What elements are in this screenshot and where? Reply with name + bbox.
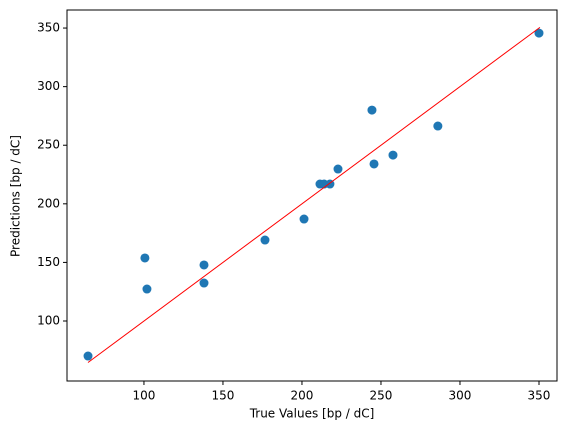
y-tick-label: 300 bbox=[37, 79, 60, 93]
point bbox=[83, 351, 93, 361]
point bbox=[534, 28, 544, 38]
point bbox=[433, 121, 443, 131]
plot-frame bbox=[66, 9, 558, 382]
point bbox=[367, 105, 377, 115]
point bbox=[260, 235, 270, 245]
x-tick-label: 300 bbox=[449, 389, 472, 403]
point bbox=[140, 253, 150, 263]
x-tick-label: 200 bbox=[291, 389, 314, 403]
fit-line bbox=[87, 26, 541, 363]
point bbox=[142, 284, 152, 294]
x-tick-label: 150 bbox=[212, 389, 235, 403]
y-tick-label: 350 bbox=[37, 21, 60, 35]
y-tick-label: 250 bbox=[37, 138, 60, 152]
x-tick-label: 250 bbox=[370, 389, 393, 403]
point bbox=[199, 278, 209, 288]
point bbox=[388, 150, 398, 160]
point bbox=[369, 159, 379, 169]
y-tick-label: 150 bbox=[37, 255, 60, 269]
x-tick-label: 350 bbox=[528, 389, 551, 403]
y-axis-label: Predictions [bp / dC] bbox=[9, 135, 23, 257]
y-tick-label: 200 bbox=[37, 196, 60, 210]
point bbox=[299, 214, 309, 224]
x-axis-label: True Values [bp / dC] bbox=[249, 407, 375, 421]
point bbox=[333, 164, 343, 174]
y-tick-label: 100 bbox=[37, 314, 60, 328]
point bbox=[199, 260, 209, 270]
x-tick-label: 100 bbox=[132, 389, 155, 403]
